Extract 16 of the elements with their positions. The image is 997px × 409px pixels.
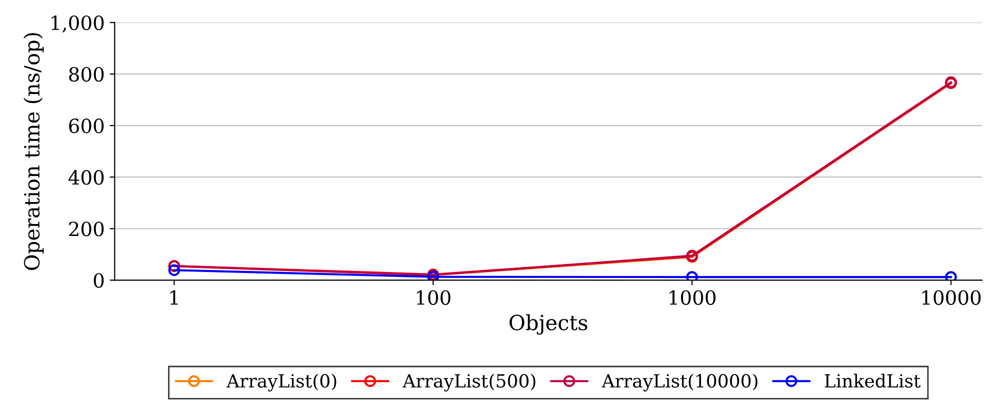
x-tick-label: 100	[416, 290, 450, 305]
y-tick-label: 1,000	[52, 15, 104, 33]
x-tick-label: 1000	[670, 290, 716, 305]
x-tick-label: 1	[170, 290, 178, 305]
y-axis-title: Operation time (ns/op)	[24, 33, 44, 270]
y-tick-label: 800	[69, 66, 104, 82]
y-tick-label: 200	[69, 222, 104, 236]
legend-label: LinkedList	[824, 374, 921, 388]
x-tick-label: 10000	[922, 290, 981, 305]
legend-label: ArrayList(0)	[226, 374, 336, 392]
y-tick-label: 600	[69, 118, 104, 134]
legend-label: ArrayList(10000)	[602, 374, 758, 392]
x-axis-title: Objects	[510, 314, 588, 335]
legend-label: ArrayList(500)	[402, 374, 536, 392]
y-tick-label: 0	[94, 273, 104, 288]
y-tick-label: 400	[68, 170, 104, 185]
